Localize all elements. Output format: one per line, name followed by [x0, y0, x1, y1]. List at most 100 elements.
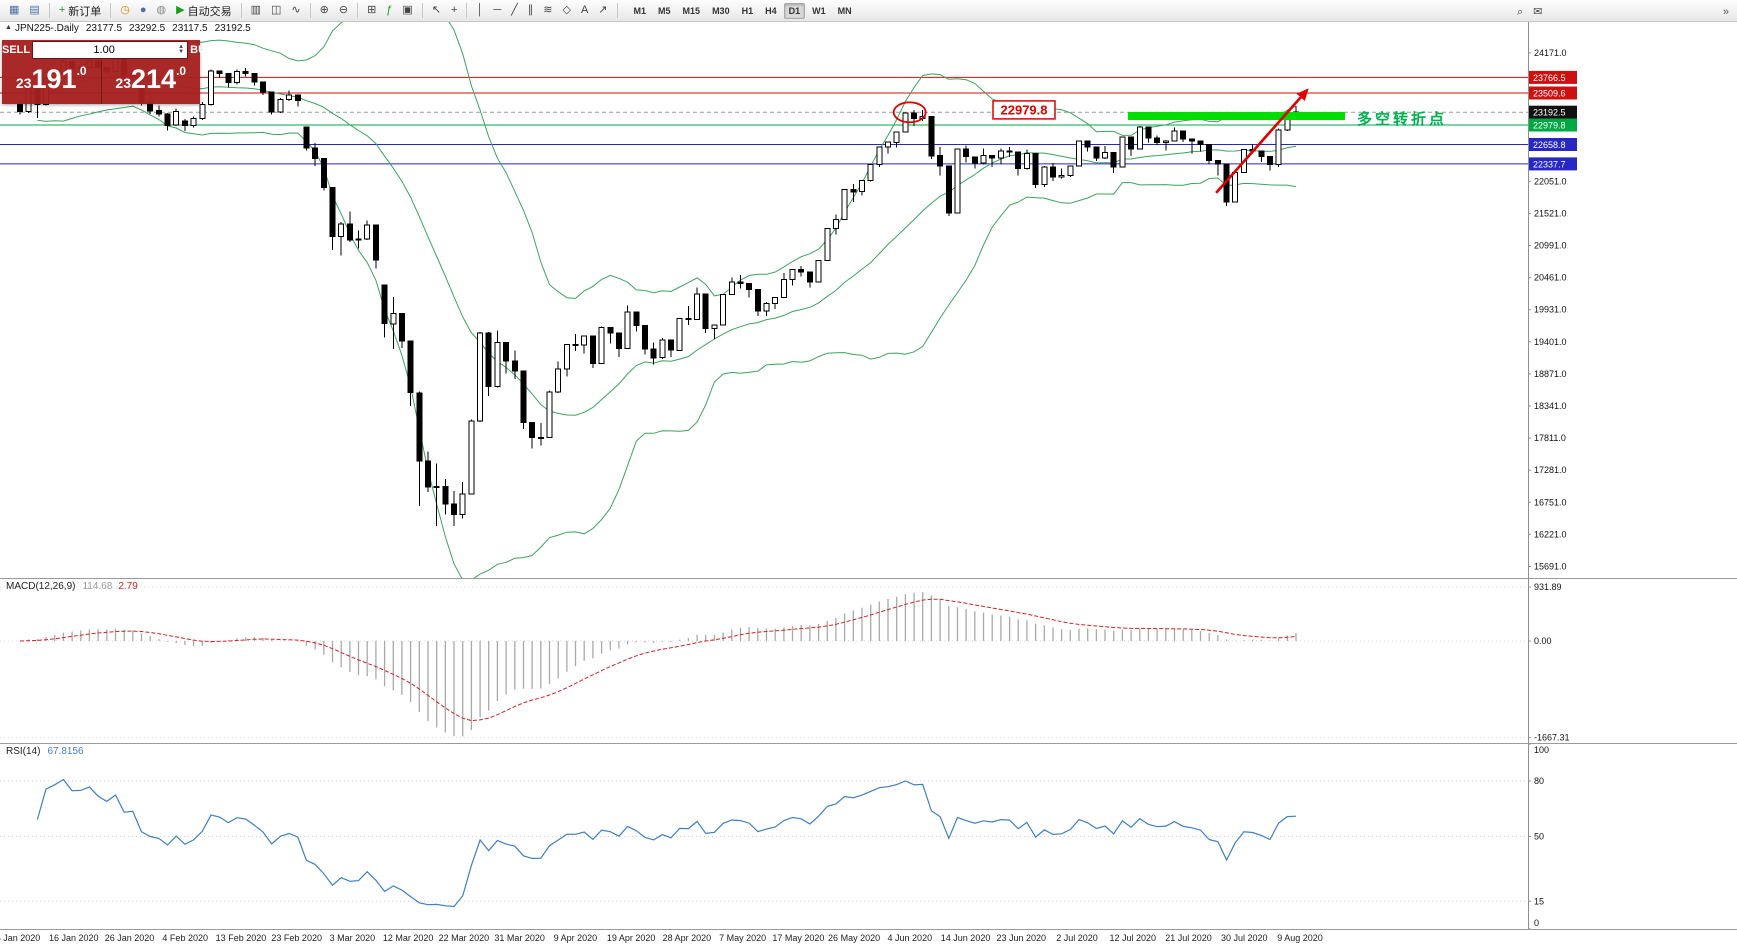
zoom-in-button[interactable]: ⊕: [316, 1, 333, 21]
accounts-button[interactable]: ●: [136, 1, 151, 21]
trend-arrow-annotation[interactable]: [1215, 88, 1309, 194]
history-center-button[interactable]: ◷: [116, 1, 134, 21]
macd-label: MACD(12,26,9) 114.68 2.79: [6, 581, 138, 592]
horizontal-line-button[interactable]: ─: [489, 1, 505, 21]
date-label: 7 May 2020: [719, 933, 767, 943]
text-label-button[interactable]: A: [577, 1, 592, 21]
price-callout-box[interactable]: [992, 100, 1056, 120]
overflow-icon: »: [1722, 5, 1729, 18]
shapes-button[interactable]: ◇: [558, 1, 574, 21]
new-order-button[interactable]: + 新订单: [55, 1, 105, 21]
search-button[interactable]: ⌕: [1513, 2, 1527, 22]
arrow-tool-button[interactable]: ↗: [594, 1, 611, 21]
price-tick-label: 20991.0: [1534, 241, 1567, 251]
toolbar-separator: [466, 3, 468, 18]
messages-button[interactable]: ✉: [1529, 2, 1546, 22]
collapse-triangle-icon[interactable]: ▲: [5, 24, 12, 31]
equidistant-channel-button[interactable]: ∥: [524, 1, 538, 21]
timeframe-m1-button[interactable]: M1: [633, 5, 647, 16]
date-label: 13 Feb 2020: [215, 933, 267, 943]
price-tick-label: 17281.0: [1534, 465, 1567, 475]
date-label: 4 Feb 2020: [162, 933, 208, 943]
tile-windows-icon: ⊞: [367, 4, 377, 16]
date-label: 14 Jun 2020: [940, 933, 991, 943]
one-click-trading-widget: SELL ▲ ▼ BUY 23191.0 23214.0: [2, 40, 213, 104]
zoom-out-icon: ⊖: [338, 4, 349, 16]
sell-button[interactable]: 23191.0: [2, 60, 102, 104]
indicators-icon: ƒ: [386, 4, 393, 16]
macd-panel[interactable]: 931.89 0.00 -1667.31 MACD(12,26,9) 114.68 2.…: [0, 578, 1737, 743]
rsi-name: RSI(14): [6, 746, 41, 757]
zoom-out-button[interactable]: ⊖: [335, 1, 352, 21]
buy-price-suffix: .0: [176, 64, 187, 78]
rsi-canvas[interactable]: 100 80 50 15 0: [0, 744, 1737, 929]
bar-chart-button[interactable]: ▥: [247, 1, 265, 21]
peak-circle-annotation[interactable]: [892, 101, 927, 124]
volume-input[interactable]: [33, 44, 176, 56]
templates-button[interactable]: ▣: [398, 1, 416, 21]
price-marker-box: [1529, 157, 1577, 171]
turning-point-text: 多空转折点: [1357, 110, 1447, 128]
arrow-tool-icon: ↗: [598, 4, 608, 16]
new-order-label: 新订单: [68, 5, 102, 18]
timeframe-m30-button[interactable]: M30: [712, 5, 730, 16]
crosshair-button[interactable]: +: [447, 1, 461, 21]
price-marker-label: 22979.8: [1533, 121, 1566, 131]
timeframe-h4-button[interactable]: H4: [765, 5, 777, 16]
vertical-line-button[interactable]: │: [472, 1, 487, 21]
tile-windows-button[interactable]: ⊞: [363, 1, 380, 21]
price-chart-panel[interactable]: 22979.8 多空转折点 24171.0 22051.0 21521.0 20991.0…: [0, 22, 1737, 578]
price-tick-label: 24171.0: [1534, 48, 1567, 58]
price-tick-label: 20461.0: [1534, 273, 1567, 283]
volume-up-button[interactable]: ▲: [178, 44, 185, 50]
cursor-button[interactable]: ↖: [428, 1, 445, 21]
autotrading-label: 自动交易: [187, 5, 232, 18]
chart-list-button[interactable]: ▤: [25, 1, 43, 21]
timeframe-toolbar: M1 M5 M15 M30 H1 H4 D1 W1 MN: [628, 2, 858, 19]
trendline-button[interactable]: ╱: [507, 1, 522, 21]
accounts-icon: ●: [139, 4, 147, 16]
rsi-panel[interactable]: 100 80 50 15 0 RSI(14) 67.8156: [0, 743, 1737, 929]
timeframe-d1-button[interactable]: D1: [783, 2, 806, 19]
candlestick-chart-button[interactable]: ◫: [267, 1, 285, 21]
chart-title-bar: ▲ JPN225-.Daily 23177.5 23292.5 23117.5 23192…: [5, 23, 251, 34]
toolbar-overflow-button[interactable]: »: [1719, 2, 1733, 22]
macd-tick-label: 0.00: [1534, 636, 1552, 646]
volume-down-button[interactable]: ▼: [178, 49, 185, 55]
timeframe-w1-button[interactable]: W1: [812, 5, 826, 16]
news-button[interactable]: ◍: [153, 1, 171, 21]
timeframe-m5-button[interactable]: M5: [658, 5, 671, 16]
price-tick-label: 15691.0: [1534, 562, 1567, 572]
toolbar-separator: [357, 3, 359, 18]
date-axis[interactable]: 6 Jan 2020 16 Jan 2020 26 Jan 2020 4 Feb 20…: [0, 929, 1737, 947]
macd-tick-label: 931.89: [1534, 582, 1562, 592]
fibonacci-icon: ≋: [543, 4, 553, 16]
trendline-icon: ╱: [511, 4, 518, 16]
cursor-icon: ↖: [431, 4, 442, 16]
volume-field: ▲ ▼: [32, 41, 189, 59]
timeframe-mn-button[interactable]: MN: [837, 5, 852, 16]
new-chart-button[interactable]: ▦: [5, 1, 23, 21]
rsi-tick-label: 0: [1534, 918, 1539, 928]
rsi-tick-label: 80: [1534, 776, 1544, 786]
timeframe-m15-button[interactable]: M15: [682, 5, 701, 16]
news-icon: ◍: [156, 4, 167, 16]
line-chart-button[interactable]: ∿: [287, 1, 304, 21]
ohlc-low: 23117.5: [172, 23, 208, 34]
autotrading-button[interactable]: ▶ 自动交易: [172, 1, 235, 21]
macd-name: MACD(12,26,9): [6, 581, 76, 592]
date-label: 23 Jun 2020: [996, 933, 1047, 943]
macd-canvas[interactable]: 931.89 0.00 -1667.31: [0, 579, 1737, 743]
date-label: 23 Feb 2020: [271, 933, 322, 943]
indicators-button[interactable]: ƒ: [382, 1, 396, 21]
templates-icon: ▣: [402, 4, 413, 16]
rsi-tick-label: 100: [1534, 745, 1549, 755]
price-chart-canvas[interactable]: 22979.8 多空转折点 24171.0 22051.0 21521.0 20991.0…: [0, 22, 1737, 578]
date-label: 3 Mar 2020: [329, 933, 376, 943]
price-tick-label: 19931.0: [1534, 305, 1567, 315]
timeframe-h1-button[interactable]: H1: [741, 5, 754, 16]
shapes-icon: ◇: [562, 4, 571, 16]
fibonacci-button[interactable]: ≋: [539, 1, 556, 21]
toolbar-separator: [421, 3, 423, 18]
buy-button[interactable]: 23214.0: [102, 60, 201, 104]
